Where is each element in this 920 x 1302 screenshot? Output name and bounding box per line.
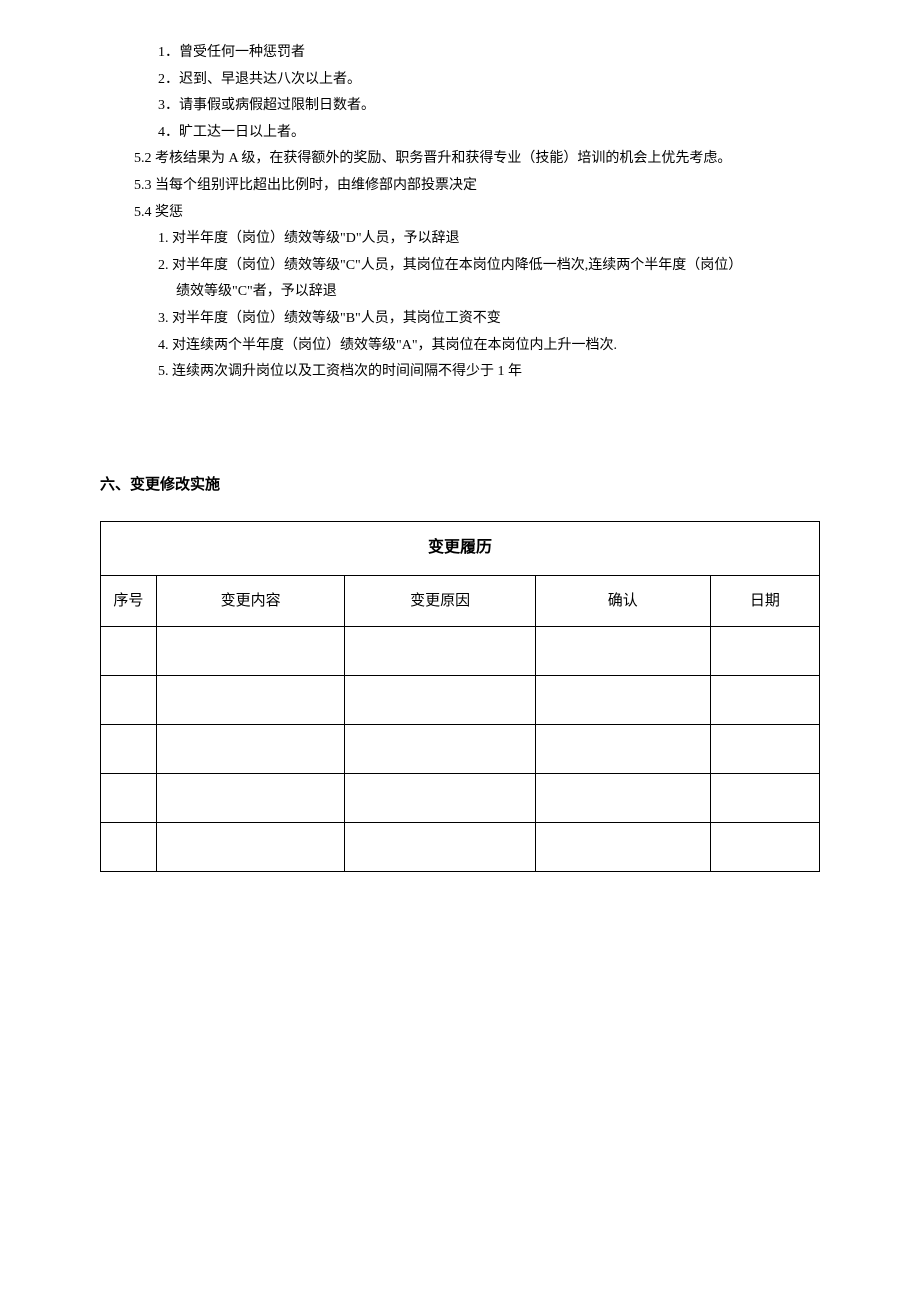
cell-confirm (535, 676, 710, 725)
cell-content (156, 725, 345, 774)
header-seq: 序号 (101, 575, 157, 627)
cell-confirm (535, 627, 710, 676)
document-body: 1．曾受任何一种惩罚者 2．迟到、早退共达八次以上者。 3．请事假或病假超过限制… (100, 40, 820, 386)
header-confirm: 确认 (535, 575, 710, 627)
cell-content (156, 823, 345, 872)
table-title: 变更履历 (101, 522, 820, 575)
cell-content (156, 676, 345, 725)
cell-seq (101, 627, 157, 676)
list-item: 3. 对半年度（岗位）绩效等级"B"人员，其岗位工资不变 (100, 306, 820, 333)
table-row (101, 627, 820, 676)
list-item: 1. 对半年度（岗位）绩效等级"D"人员，予以辞退 (100, 226, 820, 253)
list-item: 4. 对连续两个半年度（岗位）绩效等级"A"，其岗位在本岗位内上升一档次. (100, 333, 820, 360)
cell-date (710, 676, 819, 725)
cell-seq (101, 823, 157, 872)
cell-date (710, 725, 819, 774)
cell-seq (101, 676, 157, 725)
list-item: 2. 对半年度（岗位）绩效等级"C"人员，其岗位在本岗位内降低一档次,连续两个半… (100, 253, 820, 280)
list-item: 5. 连续两次调升岗位以及工资档次的时间间隔不得少于 1 年 (100, 359, 820, 386)
header-content: 变更内容 (156, 575, 345, 627)
table-row (101, 725, 820, 774)
table-row (101, 823, 820, 872)
table-row (101, 774, 820, 823)
section-heading: 六、变更修改实施 (100, 471, 820, 500)
header-reason: 变更原因 (345, 575, 536, 627)
list-item-continuation: 绩效等级"C"者，予以辞退 (100, 279, 820, 306)
change-history-table: 变更履历 序号 变更内容 变更原因 确认 日期 (100, 521, 820, 872)
cell-reason (345, 774, 536, 823)
paragraph: 5.3 当每个组别评比超出比例时，由维修部内部投票决定 (100, 173, 820, 200)
paragraph: 5.2 考核结果为 A 级，在获得额外的奖励、职务晋升和获得专业（技能）培训的机… (100, 146, 820, 173)
cell-reason (345, 725, 536, 774)
cell-reason (345, 627, 536, 676)
cell-confirm (535, 823, 710, 872)
paragraph: 5.4 奖惩 (100, 200, 820, 227)
list-item: 3．请事假或病假超过限制日数者。 (100, 93, 820, 120)
list-item: 2．迟到、早退共达八次以上者。 (100, 67, 820, 94)
cell-confirm (535, 725, 710, 774)
table-title-row: 变更履历 (101, 522, 820, 575)
cell-date (710, 627, 819, 676)
list-item: 1．曾受任何一种惩罚者 (100, 40, 820, 67)
cell-reason (345, 676, 536, 725)
cell-reason (345, 823, 536, 872)
cell-seq (101, 725, 157, 774)
header-date: 日期 (710, 575, 819, 627)
cell-content (156, 774, 345, 823)
list-item: 4．旷工达一日以上者。 (100, 120, 820, 147)
table-row (101, 676, 820, 725)
cell-date (710, 774, 819, 823)
cell-confirm (535, 774, 710, 823)
cell-seq (101, 774, 157, 823)
table-header-row: 序号 变更内容 变更原因 确认 日期 (101, 575, 820, 627)
cell-content (156, 627, 345, 676)
cell-date (710, 823, 819, 872)
